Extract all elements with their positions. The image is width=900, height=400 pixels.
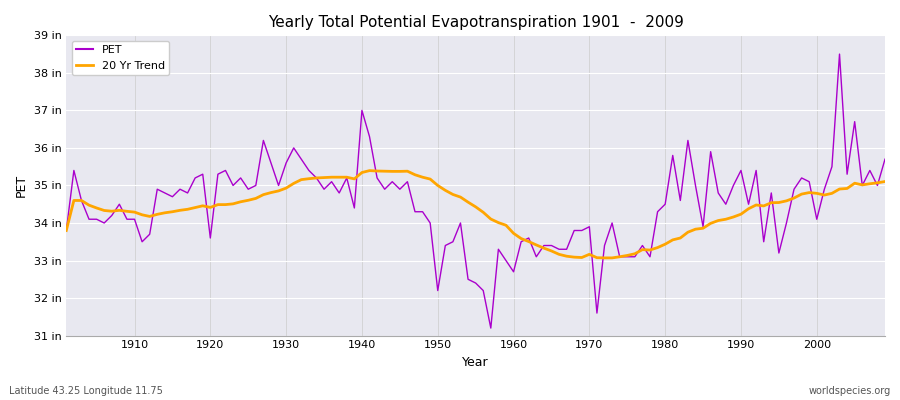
20 Yr Trend: [364, 168, 375, 173]
Text: worldspecies.org: worldspecies.org: [809, 386, 891, 396]
20 Yr Trend: [61, 228, 72, 233]
PET: [122, 217, 132, 222]
20 Yr Trend: [288, 181, 299, 186]
PET: [879, 157, 890, 162]
PET: [485, 326, 496, 330]
20 Yr Trend: [334, 175, 345, 180]
20 Yr Trend: [615, 254, 626, 259]
Text: Latitude 43.25 Longitude 11.75: Latitude 43.25 Longitude 11.75: [9, 386, 163, 396]
X-axis label: Year: Year: [463, 356, 489, 369]
20 Yr Trend: [508, 231, 519, 236]
20 Yr Trend: [516, 236, 526, 241]
PET: [834, 52, 845, 56]
PET: [288, 146, 299, 150]
Line: PET: PET: [67, 54, 885, 328]
20 Yr Trend: [599, 256, 610, 260]
PET: [61, 228, 72, 233]
Line: 20 Yr Trend: 20 Yr Trend: [67, 171, 885, 258]
PET: [508, 269, 519, 274]
PET: [607, 220, 617, 225]
PET: [516, 239, 526, 244]
Legend: PET, 20 Yr Trend: PET, 20 Yr Trend: [72, 41, 169, 75]
20 Yr Trend: [122, 209, 132, 214]
PET: [334, 190, 345, 195]
Title: Yearly Total Potential Evapotranspiration 1901  -  2009: Yearly Total Potential Evapotranspiratio…: [267, 15, 684, 30]
20 Yr Trend: [879, 179, 890, 184]
Y-axis label: PET: PET: [15, 174, 28, 197]
